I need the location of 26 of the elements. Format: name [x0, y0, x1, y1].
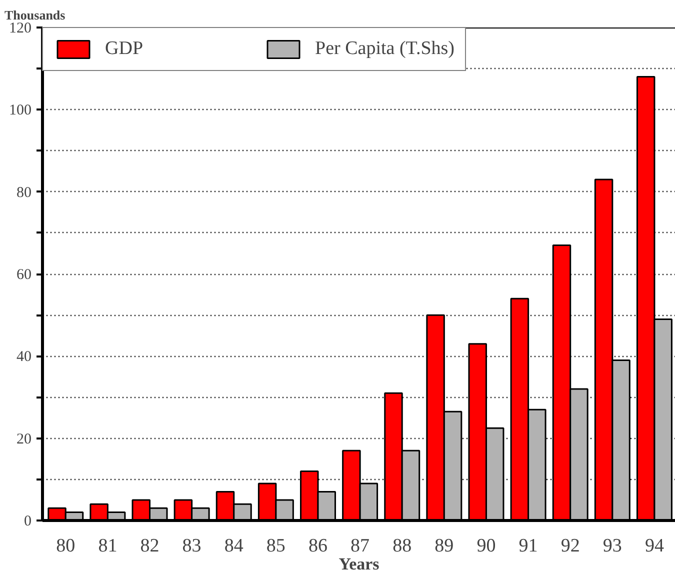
x-tick-label: 83 — [182, 536, 202, 556]
x-axis-title: Years — [338, 554, 380, 574]
y-tick-label: 20 — [16, 431, 32, 448]
y-tick-label: 100 — [9, 102, 32, 119]
x-tick-label: 94 — [644, 536, 664, 556]
x-tick-label: 90 — [476, 536, 496, 556]
x-tick-label: 80 — [56, 536, 76, 556]
y-tick-label: 0 — [24, 514, 32, 530]
x-tick-label: 88 — [392, 536, 412, 556]
y-tick-label: 80 — [16, 184, 32, 201]
x-tick-label: 87 — [350, 536, 370, 556]
x-tick-label: 81 — [98, 536, 118, 556]
x-tick-label: 82 — [140, 536, 160, 556]
y-tick-label: 40 — [16, 349, 32, 366]
y-axis-title: Thousands — [4, 8, 66, 22]
x-tick-label: 92 — [560, 536, 580, 556]
x-tick-label: 89 — [434, 536, 454, 556]
x-tick-label: 86 — [308, 536, 328, 556]
legend-label: GDP — [105, 38, 144, 60]
x-tick-label: 93 — [602, 536, 622, 556]
x-tick-label: 84 — [224, 536, 244, 556]
y-tick-label: 120 — [9, 20, 32, 36]
legend-label: Per Capita (T.Shs) — [315, 38, 455, 60]
y-tick-label: 60 — [16, 267, 32, 283]
x-tick-label: 85 — [266, 536, 286, 556]
x-tick-label: 91 — [518, 536, 538, 556]
